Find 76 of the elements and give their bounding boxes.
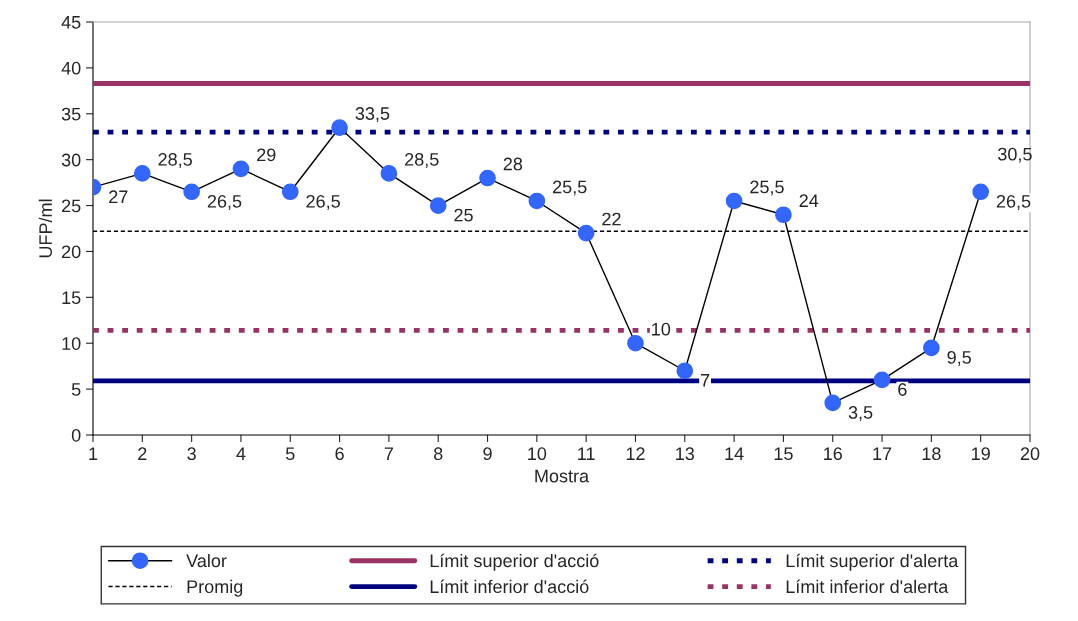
y-tick-label: 25 [62, 199, 81, 213]
x-tick-label: 8 [433, 447, 443, 461]
x-tick-label: 17 [873, 447, 892, 460]
y-tick-label: 40 [61, 61, 81, 75]
point [577, 224, 595, 242]
data-label: 10 [652, 322, 671, 336]
y-tick-label: 10 [62, 337, 81, 350]
y-tick-label: 45 [61, 16, 81, 29]
x-tick-label: 15 [774, 447, 793, 461]
legend-label: Límit inferior d'alerta [786, 579, 949, 594]
x-tick-label: 1 [89, 447, 98, 460]
legend-label: Promig [187, 579, 243, 597]
data-label: 25,5 [750, 180, 784, 196]
x-tick-label: 7 [384, 447, 394, 460]
y-tick-label: 5 [71, 383, 81, 396]
data-label: 3,5 [848, 406, 873, 421]
data-label: 26,5 [306, 194, 340, 210]
point [725, 192, 743, 210]
point [133, 165, 151, 182]
point [775, 206, 792, 224]
x-tick-label: 20 [1020, 447, 1040, 461]
data-label: 29 [257, 148, 276, 162]
data-label: 9,5 [947, 350, 971, 366]
data-label: 28,5 [158, 152, 192, 168]
point [824, 394, 842, 412]
data-label: 22 [602, 212, 621, 226]
point [479, 169, 496, 187]
data-label: 26,5 [996, 194, 1031, 210]
point [873, 371, 891, 389]
x-tick-label: 10 [528, 447, 547, 461]
point [923, 339, 940, 357]
legend-label: Límit superior d'alerta [786, 553, 959, 571]
data-label: 7 [700, 374, 710, 387]
point [281, 183, 299, 201]
annotation: 30,5 [998, 147, 1032, 163]
x-tick-label: 18 [922, 447, 941, 461]
data-label: 33,5 [355, 107, 390, 123]
point [627, 334, 644, 352]
data-label: 25 [454, 208, 473, 222]
legend-label: Límit inferior d'acció [430, 579, 589, 594]
x-tick-label: 6 [335, 447, 344, 461]
x-tick-label: 14 [725, 447, 744, 460]
data-label: 26,5 [207, 194, 242, 210]
x-tick-label: 11 [578, 447, 595, 460]
legend-label: Límit superior d'acció [430, 553, 599, 571]
point [183, 183, 200, 201]
data-label: 27 [109, 190, 128, 203]
point [676, 362, 694, 380]
data-label: 25,5 [553, 180, 587, 196]
y-tick-label: 0 [71, 428, 81, 442]
x-tick-label: 19 [972, 447, 990, 461]
x-tick-label: 4 [236, 447, 246, 460]
x-tick-label: 5 [285, 447, 295, 461]
legend-label: Valor [186, 553, 227, 568]
x-tick-label: 2 [138, 447, 147, 460]
point [380, 165, 398, 182]
x-tick-label: 16 [824, 447, 842, 461]
y-tick-label: 30 [61, 153, 81, 167]
y-axis-title: UFP/ml [38, 199, 52, 258]
x-tick-label: 12 [626, 447, 645, 460]
x-tick-label: 13 [676, 447, 695, 461]
data-label: 24 [799, 194, 819, 207]
point [528, 192, 546, 210]
point [972, 183, 990, 201]
y-tick-label: 15 [62, 291, 81, 305]
x-tick-label: 9 [483, 447, 492, 461]
data-label: 28 [503, 157, 523, 171]
point [429, 197, 447, 214]
y-tick-label: 35 [61, 107, 81, 121]
x-axis-title: Mostra [535, 469, 590, 483]
x-tick-label: 3 [187, 447, 196, 461]
data-label: 6 [898, 383, 907, 396]
point [232, 160, 250, 178]
data-label: 28,5 [405, 152, 439, 168]
point [331, 119, 348, 136]
y-tick-label: 20 [62, 245, 81, 259]
